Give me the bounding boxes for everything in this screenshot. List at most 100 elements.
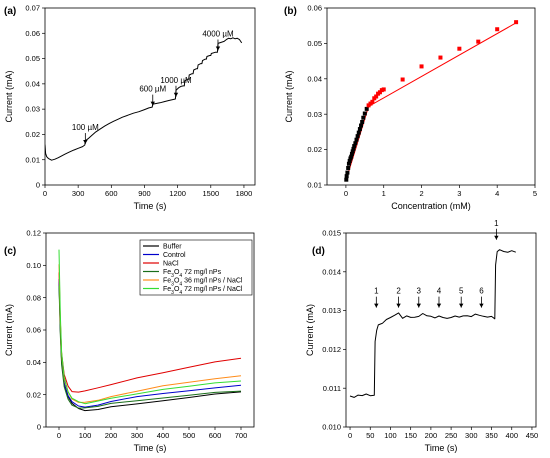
y-tick-label: 0.12 bbox=[26, 229, 41, 238]
legend-label: Fe3O4 36 mg/l nPs / NaCl bbox=[163, 278, 243, 288]
y-tick-label: 0.011 bbox=[323, 384, 341, 393]
arrow-head bbox=[83, 140, 88, 145]
legend-label-part: 72 mg/l nPs / NaCl bbox=[182, 286, 243, 293]
legend-label-part: 36 mg/l nPs / NaCl bbox=[182, 278, 243, 285]
annotation-label: 4000 µM bbox=[202, 29, 234, 38]
data-point bbox=[360, 119, 365, 124]
series-line bbox=[58, 249, 242, 405]
data-point bbox=[347, 158, 352, 163]
data-point bbox=[346, 161, 351, 166]
x-tick-label: 0 bbox=[348, 431, 352, 440]
legend-label-part: 4 bbox=[179, 290, 182, 296]
arrow-head bbox=[215, 46, 221, 51]
annotation-label: 100 µM bbox=[72, 123, 99, 132]
data-point bbox=[344, 174, 349, 179]
data-point bbox=[345, 170, 350, 175]
y-tick-label: 0.03 bbox=[25, 105, 40, 114]
y-tick-label: 0.04 bbox=[25, 79, 40, 88]
y-tick-label: 0.02 bbox=[25, 130, 40, 139]
annotation-label: 3 bbox=[417, 287, 422, 296]
data-point bbox=[374, 94, 379, 99]
plot-area bbox=[45, 37, 243, 161]
legend-label-part: Fe bbox=[163, 278, 171, 285]
y-tick-label: 0.06 bbox=[25, 29, 40, 38]
arrow-head bbox=[436, 303, 442, 308]
y-tick-label: 0.014 bbox=[322, 267, 341, 276]
data-point bbox=[353, 141, 358, 146]
data-point bbox=[364, 106, 369, 111]
y-tick-label: 0.05 bbox=[307, 39, 322, 48]
x-tick-label: 600 bbox=[105, 189, 118, 198]
data-point bbox=[514, 20, 519, 25]
legend-label: Fe3O4 72 mg/l nPs bbox=[163, 269, 222, 279]
y-tick-label: 0.02 bbox=[307, 145, 322, 154]
data-point bbox=[349, 154, 354, 159]
x-tick-label: 100 bbox=[384, 431, 397, 440]
data-point bbox=[400, 77, 405, 82]
y-tick-label: 0.013 bbox=[322, 306, 341, 315]
y-tick-label: 0.02 bbox=[26, 390, 41, 399]
legend-box bbox=[139, 239, 253, 296]
legend-label-part: 4 bbox=[179, 273, 182, 279]
panel-3: (d) 0 50 100 150 200 250 300 350 400 450 0.010 0.011… bbox=[305, 219, 538, 453]
annotation-label: 1000 µM bbox=[160, 76, 192, 85]
y-tick-label: 0.08 bbox=[26, 293, 41, 302]
legend-label-part: 3 bbox=[171, 273, 174, 279]
x-tick-label: 700 bbox=[235, 431, 248, 440]
legend-label: Buffer bbox=[163, 244, 182, 251]
legend-label: NaCl bbox=[163, 261, 179, 268]
x-tick-label: 0 bbox=[344, 189, 348, 198]
fit-line bbox=[368, 22, 517, 107]
data-point bbox=[476, 39, 481, 44]
plot-frame bbox=[326, 7, 536, 186]
data-point bbox=[419, 64, 424, 69]
legend-label-part: Fe bbox=[163, 269, 171, 276]
data-point bbox=[377, 90, 382, 95]
plot-frame bbox=[44, 7, 256, 186]
x-axis-title: Time (s) bbox=[134, 201, 167, 211]
y-tick-label: 0.06 bbox=[307, 4, 322, 13]
x-axis-title: Time (s) bbox=[134, 443, 167, 453]
data-point bbox=[370, 99, 375, 104]
data-point bbox=[346, 166, 351, 171]
series-line bbox=[349, 249, 516, 398]
x-tick-label: 450 bbox=[526, 431, 539, 440]
data-point bbox=[357, 127, 362, 132]
x-tick-label: 1500 bbox=[202, 189, 219, 198]
x-tick-label: 200 bbox=[425, 431, 438, 440]
annotation-label: 2 bbox=[396, 287, 401, 296]
data-point bbox=[457, 46, 462, 51]
legend-label-part: 3 bbox=[171, 290, 174, 296]
x-tick-label: 350 bbox=[485, 431, 498, 440]
legend-label-part: O bbox=[174, 269, 180, 276]
data-point bbox=[361, 115, 366, 120]
legend-label-part: 4 bbox=[179, 282, 182, 288]
x-tick-label: 300 bbox=[72, 189, 85, 198]
series-line bbox=[58, 285, 242, 409]
annotation-label: 600 µM bbox=[139, 85, 166, 94]
data-point bbox=[352, 144, 357, 149]
legend-label: Control bbox=[163, 252, 186, 259]
x-axis-title: Concentration (mM) bbox=[391, 201, 471, 211]
data-point bbox=[354, 137, 359, 142]
y-tick-label: 0.015 bbox=[322, 229, 341, 238]
annotation-label: 1 bbox=[374, 287, 379, 296]
arrow-head bbox=[150, 101, 155, 106]
x-tick-label: 50 bbox=[366, 431, 374, 440]
y-axis-title: Current (mA) bbox=[305, 304, 315, 356]
panel-label: (a) bbox=[4, 6, 16, 17]
y-tick-label: 0.05 bbox=[25, 54, 40, 63]
y-axis-title: Current (mA) bbox=[4, 304, 14, 356]
y-tick-label: 0.01 bbox=[25, 155, 40, 164]
panel-label: (d) bbox=[312, 246, 325, 257]
data-point bbox=[359, 123, 364, 128]
x-tick-label: 300 bbox=[465, 431, 478, 440]
plot-area bbox=[344, 20, 519, 182]
y-tick-label: 0.04 bbox=[26, 358, 41, 367]
arrow-head bbox=[459, 303, 464, 308]
x-tick-label: 5 bbox=[533, 189, 537, 198]
x-tick-label: 300 bbox=[131, 431, 144, 440]
x-tick-label: 400 bbox=[157, 431, 170, 440]
legend-label-part: 3 bbox=[171, 282, 174, 288]
